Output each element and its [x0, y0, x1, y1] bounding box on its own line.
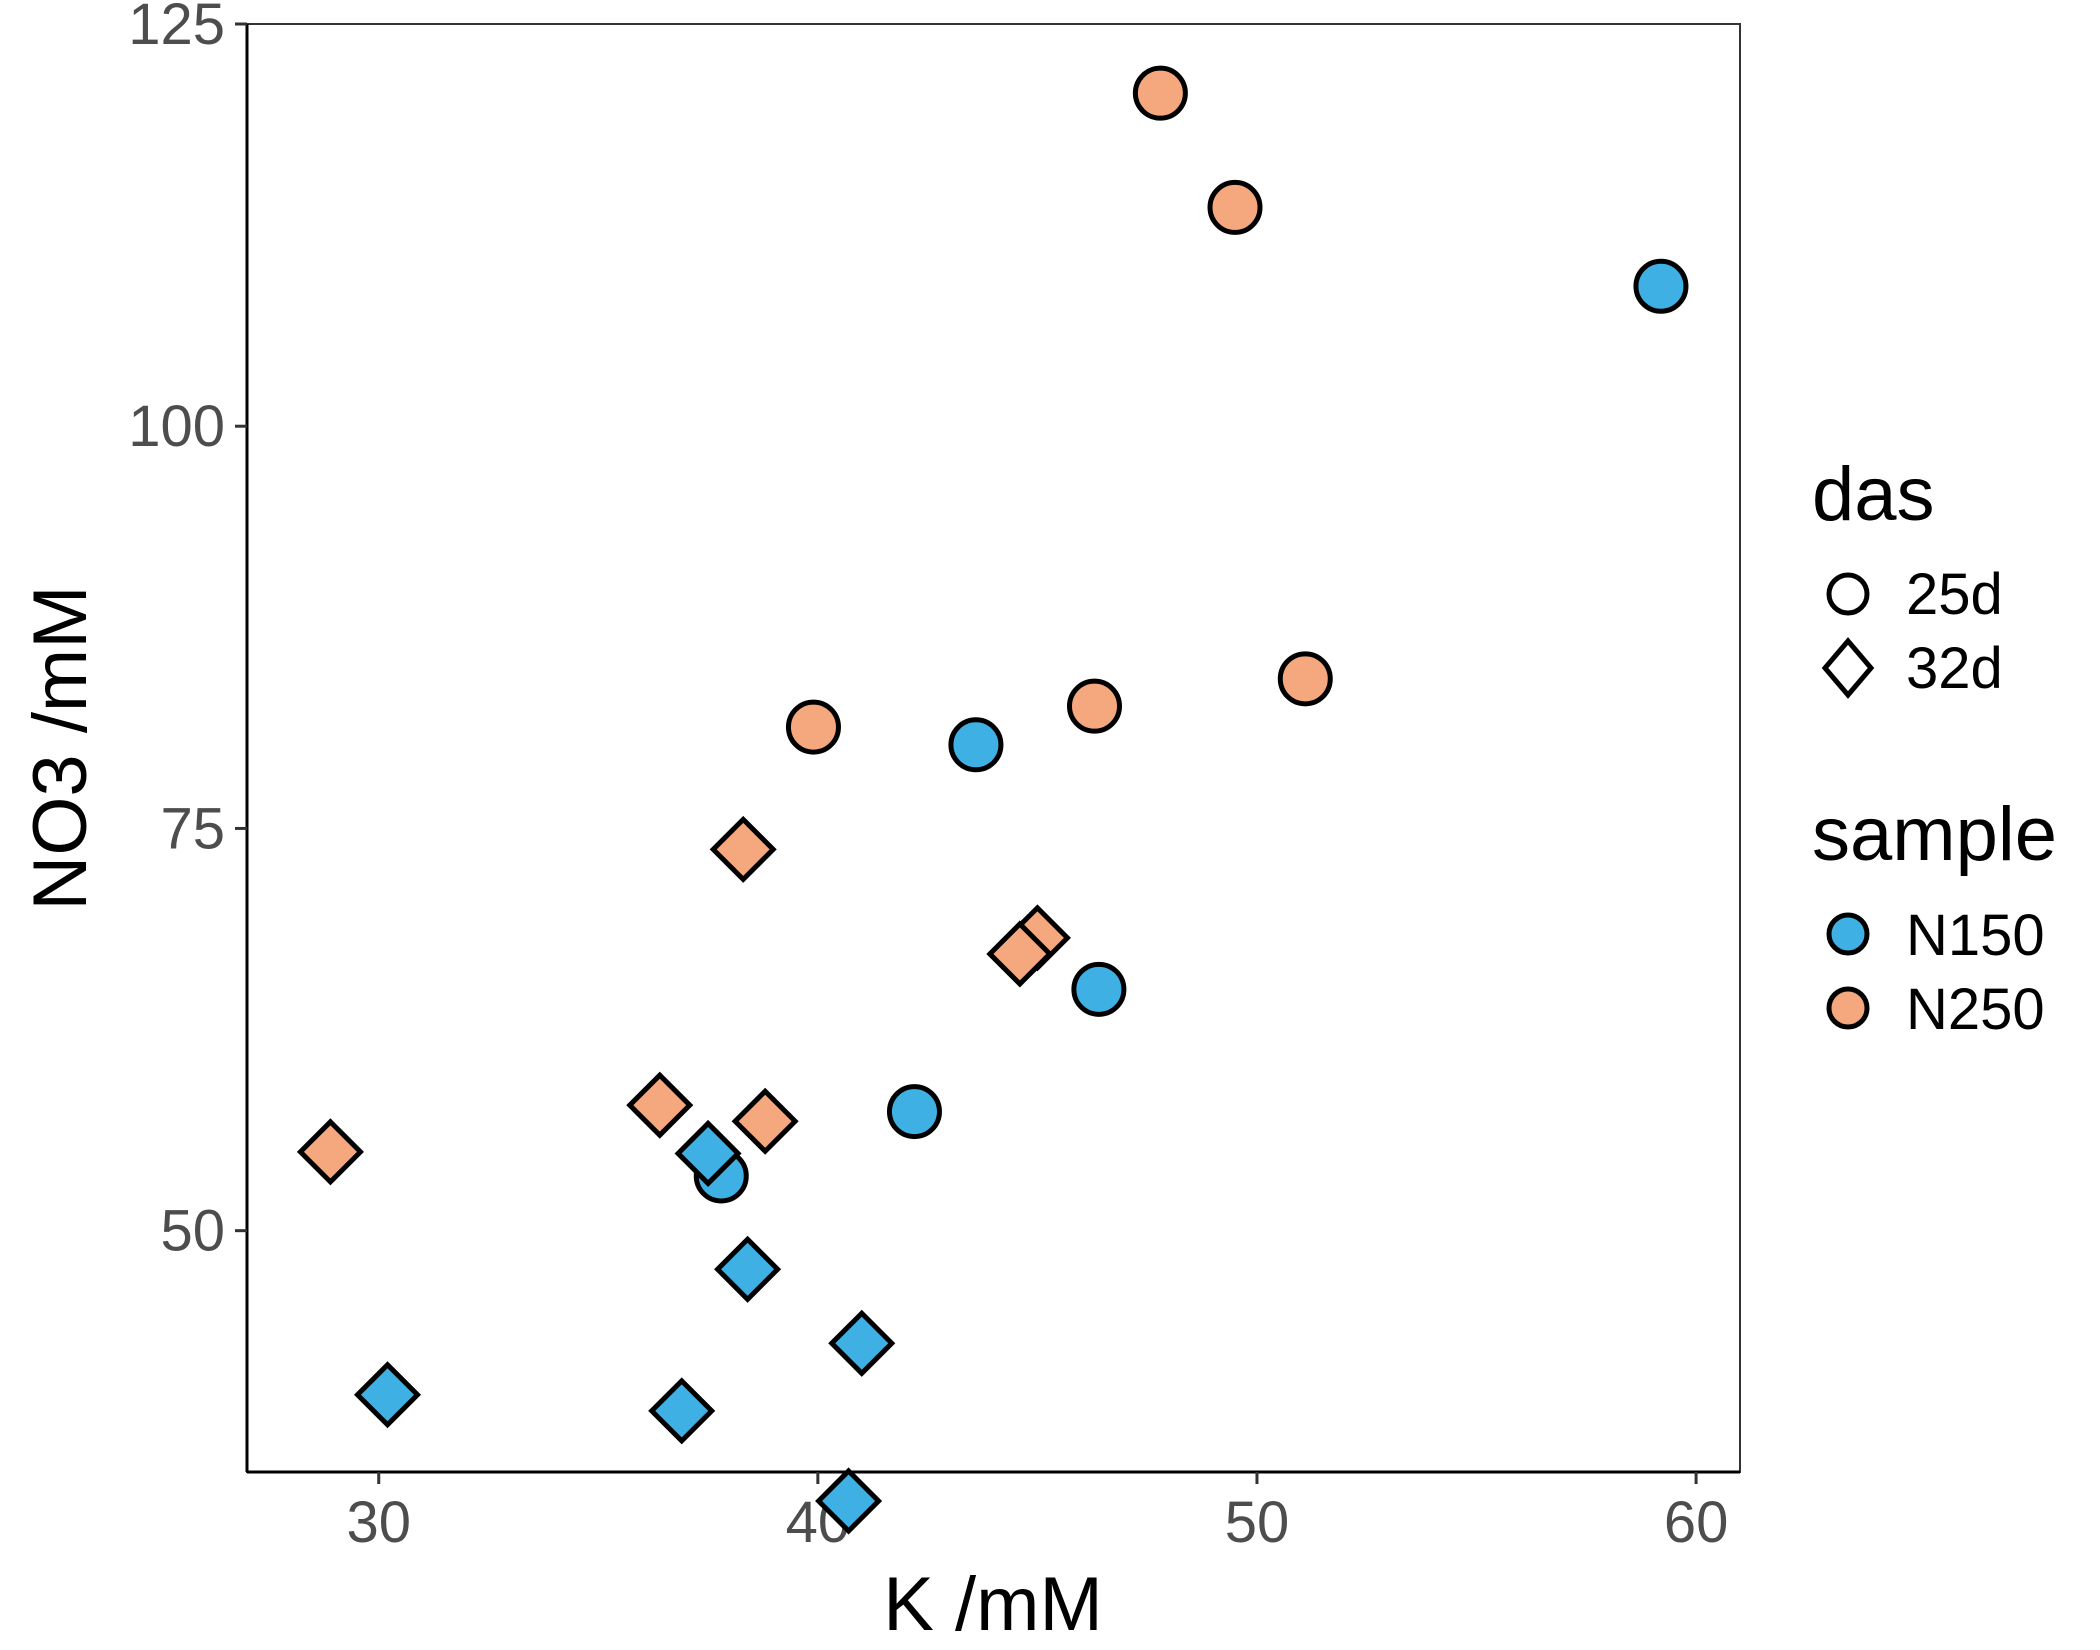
data-point-diamond [626, 1071, 694, 1139]
data-point-diamond [296, 1118, 364, 1186]
x-tick-label: 50 [1225, 1490, 1290, 1555]
y-tick-label: 125 [128, 0, 225, 57]
data-point-circle [1277, 651, 1333, 707]
data-point-circle [1132, 65, 1188, 121]
x-tick-label: 60 [1664, 1490, 1729, 1555]
data-point-circle [1207, 179, 1263, 235]
legend-n250-label: N250 [1906, 977, 2045, 1042]
y-tick-label: 50 [160, 1199, 225, 1264]
data-point-diamond [828, 1309, 896, 1377]
data-point-circle [886, 1084, 942, 1140]
legend-n150-key [1826, 912, 1870, 956]
data-point-diamond [731, 1087, 799, 1155]
x-axis: 30 40 50 60 [247, 1470, 1740, 1555]
data-point-circle [1066, 678, 1122, 734]
data-point-circle [1633, 258, 1689, 314]
y-axis: 50 75 100 125 [128, 0, 249, 1472]
legend-sample-title: sample [1812, 792, 2057, 877]
x-tick-label: 30 [346, 1490, 411, 1555]
data-point-circle [948, 717, 1004, 773]
data-point-diamond [815, 1467, 883, 1535]
y-tick-label: 75 [160, 796, 225, 861]
legend-circle-key [1826, 572, 1870, 616]
data-point-diamond [709, 815, 777, 883]
data-point-diamond [986, 920, 1054, 988]
legend-n150-label: N150 [1906, 903, 2045, 968]
data-points [296, 65, 1689, 1535]
x-axis-title: K /mM [883, 1562, 1103, 1647]
data-point-circle [1071, 961, 1127, 1017]
y-axis-title: NO3 /mM [18, 585, 103, 910]
legend-32d-label: 32d [1906, 636, 2003, 701]
legend-das: das 25d 32d [1812, 452, 2003, 701]
data-point-diamond [714, 1235, 782, 1303]
legend-das-title: das [1812, 452, 1935, 537]
data-point-diamond [648, 1377, 716, 1445]
legend-25d-label: 25d [1906, 562, 2003, 627]
data-point-circle [785, 699, 841, 755]
legend-n250-key [1826, 986, 1870, 1030]
data-point-diamond [674, 1119, 742, 1187]
legend-diamond-key [1821, 637, 1875, 699]
y-tick-label: 100 [128, 394, 225, 459]
data-point-diamond [353, 1361, 422, 1429]
legend-sample: sample N150 N250 [1812, 792, 2057, 1042]
